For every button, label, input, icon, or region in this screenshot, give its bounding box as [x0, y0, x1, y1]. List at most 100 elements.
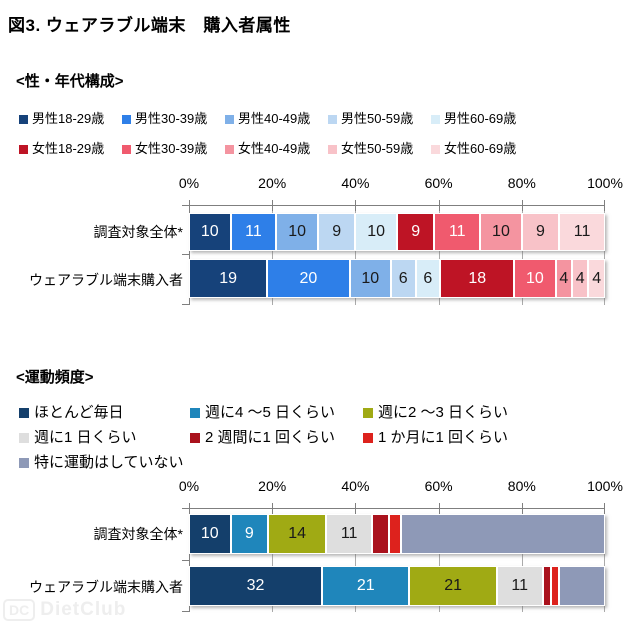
- bar-segment-label: 21: [444, 577, 463, 594]
- legend-label: 男性40-49歳: [238, 111, 311, 126]
- legend-item: 女性30-39歳: [122, 140, 225, 158]
- bar-segment-label: 4: [559, 269, 569, 287]
- bar-segment-label: 21: [356, 577, 375, 594]
- category-axis-tick: [182, 508, 189, 509]
- legend-swatch: [431, 144, 440, 154]
- legend-label: 女性18-29歳: [32, 141, 105, 156]
- axis-tick-label: 40%: [341, 175, 370, 191]
- axis-tick-label: 100%: [587, 175, 623, 191]
- legend-item: 男性40-49歳: [225, 110, 328, 128]
- bar-segment: 11: [326, 514, 373, 554]
- bar-segment-label: 10: [526, 269, 544, 287]
- bar-segment: 9: [230, 514, 269, 554]
- legend-swatch: [431, 114, 440, 124]
- gridline: [355, 206, 357, 305]
- legend-item: 週に1 日くらい: [19, 429, 190, 447]
- value-axis-line: [189, 509, 190, 612]
- legend-label: 男性30-39歳: [135, 111, 208, 126]
- bar-segment: 10: [276, 213, 318, 251]
- legend-swatch: [122, 144, 131, 154]
- legend-item: 女性60-69歳: [431, 140, 534, 158]
- exercise-axis: 0% 20% 40% 60% 80% 100%: [179, 478, 623, 496]
- bar-segment-label: 9: [411, 223, 421, 240]
- legend-item: 週に4 ～5 日くらい: [190, 404, 363, 422]
- legend-swatch: [122, 114, 131, 124]
- bar-segment: [372, 514, 389, 554]
- bar-row: 10 9 14 11: [189, 514, 605, 554]
- section-heading-gender-age: <性・年代構成>: [16, 73, 124, 90]
- bar-segment: [401, 514, 605, 554]
- bar-segment-label: 4: [592, 269, 602, 287]
- legend-item: 女性18-29歳: [19, 140, 122, 158]
- legend-item: 2 週間に1 回くらい: [190, 429, 363, 447]
- legend-label: 女性60-69歳: [444, 141, 517, 156]
- page-title: 図3. ウェアラブル端末 購入者属性: [8, 16, 291, 35]
- bar-segment: 11: [434, 213, 481, 251]
- gridline: [521, 206, 523, 305]
- legend-swatch: [19, 408, 29, 418]
- bar-segment: 6: [415, 259, 441, 298]
- bar-segment: 10: [189, 213, 231, 251]
- legend-swatch: [19, 433, 29, 443]
- legend-swatch: [225, 114, 234, 124]
- bar-segment: 10: [349, 259, 391, 298]
- bar-segment-label: 11: [245, 223, 262, 240]
- axis-tick: [521, 200, 523, 211]
- axis-tick: [355, 200, 357, 211]
- axis-tick-label: 0%: [178, 175, 200, 191]
- legend-item: ほとんど毎日: [19, 404, 190, 422]
- bar-segment-label: 4: [575, 269, 585, 287]
- axis-tick-label: 60%: [424, 478, 453, 494]
- bar-segment-label: 9: [536, 223, 545, 240]
- exercise-legend: ほとんど毎日 週に4 ～5 日くらい 週に2 ～3 日くらい 週に1 日くらい 2 週間…: [19, 404, 508, 472]
- category-label-total: 調査対象全体*: [93, 526, 183, 542]
- legend-item: 男性18-29歳: [19, 110, 122, 128]
- bar-segment: 9: [317, 213, 356, 251]
- bar-segment-label: 11: [340, 525, 358, 542]
- watermark-label: DietClub: [40, 599, 127, 620]
- bar-segment: 20: [267, 259, 350, 298]
- gender-age-axis: 0% 20% 40% 60% 80% 100%: [179, 175, 623, 193]
- legend-label: 2 週間に1 回くらい: [205, 429, 336, 446]
- legend-label: 女性40-49歳: [238, 141, 311, 156]
- bar-segment-label: 14: [288, 525, 307, 542]
- bar-segment: 21: [409, 566, 497, 606]
- bar-segment-label: 10: [492, 223, 510, 240]
- bar-segment: 6: [390, 259, 416, 298]
- legend-item: 女性40-49歳: [225, 140, 328, 158]
- legend-item: 男性50-59歳: [328, 110, 431, 128]
- category-axis-tick: [182, 611, 189, 612]
- exercise-plot: 10 9 14 11 32 21 21 11: [182, 503, 605, 612]
- bar-segment-label: 32: [246, 577, 265, 594]
- legend-item: 1 か月に1 回くらい: [363, 429, 508, 447]
- dietclub-logo-icon: DC: [3, 599, 36, 621]
- bar-segment: 10: [355, 213, 397, 251]
- legend-swatch: [363, 433, 373, 443]
- legend-label: 1 か月に1 回くらい: [378, 429, 509, 446]
- bar-segment: 4: [572, 259, 589, 298]
- gridline: [521, 509, 523, 612]
- legend-swatch: [190, 408, 200, 418]
- category-label-purchasers: ウェアラブル端末購入者: [29, 272, 183, 288]
- bar-segment-label: 20: [299, 269, 318, 287]
- gender-age-legend: 男性18-29歳 男性30-39歳 男性40-49歳 男性50-59歳 男性60-69歳…: [19, 110, 534, 158]
- value-axis-line: [189, 206, 190, 305]
- bar-segment: 11: [496, 566, 543, 606]
- bar-segment: 19: [189, 259, 268, 298]
- bar-segment: 18: [440, 259, 515, 298]
- gridline: [438, 206, 440, 305]
- legend-swatch: [363, 408, 373, 418]
- bar-segment: 9: [521, 213, 560, 251]
- gridline: [272, 509, 274, 612]
- dietclub-watermark: DC DietClub: [3, 599, 126, 621]
- bar-segment-label: 10: [200, 525, 219, 542]
- axis-tick: [438, 503, 440, 514]
- category-label-purchasers: ウェアラブル端末購入者: [29, 579, 183, 595]
- legend-label: ほとんど毎日: [34, 404, 124, 421]
- legend-label: 男性18-29歳: [32, 111, 105, 126]
- axis-tick: [355, 503, 357, 514]
- bar-segment-label: 19: [219, 269, 238, 287]
- axis-tick: [272, 200, 274, 211]
- bar-segment: 10: [189, 514, 231, 554]
